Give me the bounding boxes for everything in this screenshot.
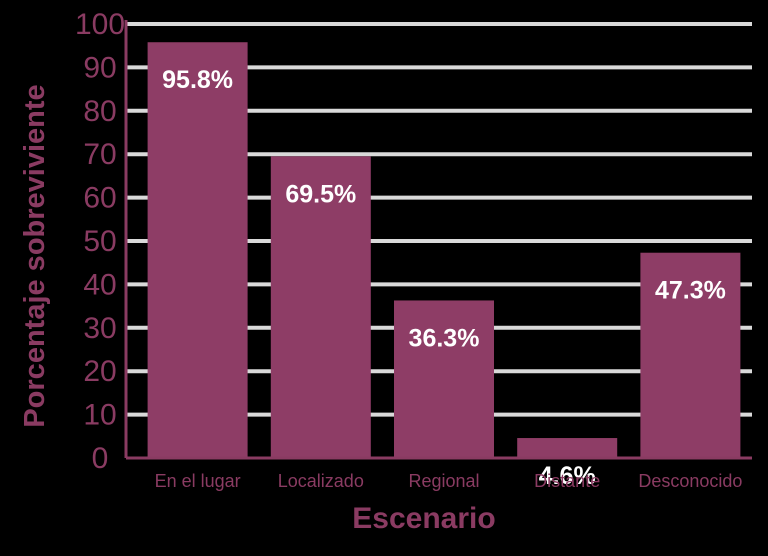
bar-value-label: 69.5% (285, 180, 356, 208)
y-tick-label: 70 (83, 138, 116, 171)
bar-value-label: 95.8% (162, 66, 233, 94)
y-tick-label: 10 (83, 399, 116, 432)
x-tick-label: Desconocido (638, 471, 742, 491)
bar (147, 42, 248, 459)
bar-value-labels: 95.8% 69.5% 36.3% 4.6% 47.3% (162, 66, 726, 490)
bar-value-label: 4.6% (539, 462, 596, 490)
bar (640, 252, 741, 458)
x-axis-title: Escenario (352, 502, 495, 535)
x-tick-label: Localizado (278, 471, 364, 491)
bar (394, 300, 494, 458)
x-tick-label: Distante (534, 471, 600, 491)
x-tick-label: Regional (408, 471, 479, 491)
bar (517, 438, 618, 458)
y-tick-label: 80 (83, 95, 116, 128)
bar-value-label: 36.3% (409, 324, 480, 352)
x-tick-label: En el lugar (155, 471, 241, 491)
x-tick-labels: En el lugar Localizado Regional Distante Des… (155, 471, 743, 491)
y-tick-label: 40 (83, 268, 116, 301)
y-tick-label: 90 (83, 51, 116, 84)
bar-value-label: 47.3% (655, 277, 726, 305)
y-axis-title: Porcentaje sobreviviente (19, 84, 51, 427)
y-tick-label: 30 (83, 312, 116, 345)
y-tick-label: 50 (83, 225, 116, 258)
y-tick-label: 0 (92, 442, 109, 475)
y-tick-labels: 0 10 20 30 40 50 60 70 80 90 100 (75, 8, 125, 475)
y-tick-label: 20 (83, 355, 116, 388)
bars (147, 42, 741, 459)
y-tick-label: 60 (83, 182, 116, 215)
y-tick-label: 100 (75, 8, 125, 41)
bar (270, 156, 371, 458)
